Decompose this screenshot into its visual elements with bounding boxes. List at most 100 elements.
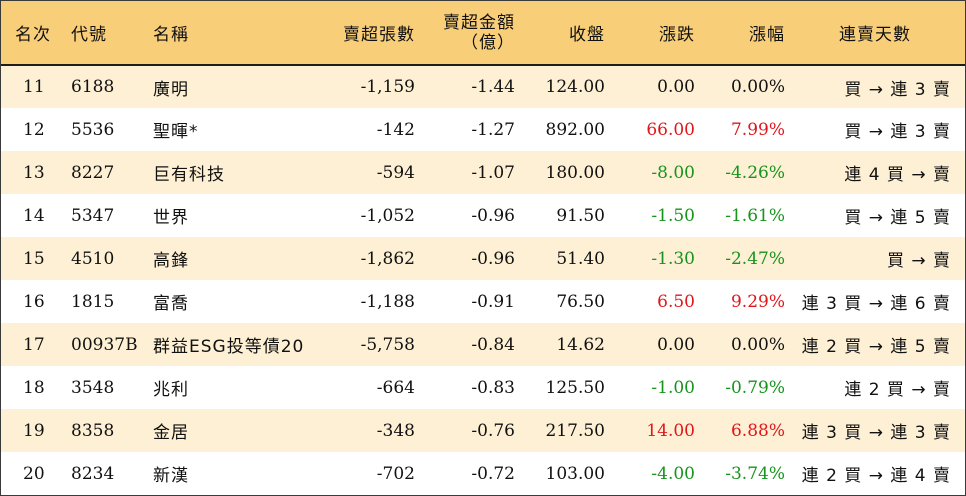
net-sell-lots-cell: -5,758 [360,334,415,355]
net-sell-amount-cell: -1.07 [471,162,515,183]
close-price-cell: 76.50 [556,291,605,312]
table-row: 11 6188 廣明 -1,159 -1.44 124.00 0.00 0.00% 買 → 連 … [1,65,965,108]
rank-cell: 20 [23,463,45,484]
change-pct-cell: 0.00% [730,77,785,97]
change-pct-cell: 6.88% [730,420,785,441]
change-pct-cell: 0.00% [730,334,785,355]
change-cell: 66.00 [646,119,695,140]
net-sell-lots-cell: -1,188 [360,291,415,312]
close-price-cell: 217.50 [545,420,605,441]
code-cell: 8234 [71,463,115,484]
change-cell: -8.00 [651,162,695,183]
code-cell: 1815 [71,291,115,312]
streak-cell: 買 → 連 5 賣 [844,208,951,228]
change-cell: 6.50 [657,291,695,312]
rank-cell: 16 [23,291,45,312]
header-name: 名稱 [153,25,189,45]
close-price-cell: 125.50 [545,377,605,398]
rank-cell: 15 [23,248,45,269]
close-price-cell: 91.50 [556,205,605,226]
net-sell-amount-cell: -1.44 [471,77,515,97]
streak-cell: 買 → 連 3 賣 [844,122,951,142]
change-cell: 14.00 [646,420,695,441]
change-pct-cell: -3.74% [725,463,785,484]
rank-cell: 18 [23,377,45,398]
header-net-sell-amount-line1: 賣超金額 [443,12,515,33]
name-cell: 聖暉* [153,122,199,142]
code-cell: 8227 [71,162,115,183]
net-sell-amount-cell: -0.84 [471,334,515,355]
header-code: 代號 [71,25,107,45]
close-price-cell: 124.00 [545,77,605,97]
code-cell: 8358 [71,420,115,441]
name-cell: 兆利 [153,380,189,400]
streak-cell: 連 2 買 → 連 5 賣 [801,337,951,357]
change-pct-cell: -4.26% [725,162,785,183]
name-cell: 廣明 [153,79,189,100]
change-pct-cell: -0.79% [725,377,785,398]
change-cell: -1.30 [651,248,695,269]
table-row: 13 8227 巨有科技 -594 -1.07 180.00 -8.00 -4.26% 連 4 … [1,151,965,194]
rank-cell: 17 [23,334,45,355]
change-pct-cell: -1.61% [725,205,785,226]
streak-cell: 連 2 買 → 賣 [844,380,951,400]
code-cell: 6188 [71,77,115,97]
close-price-cell: 14.62 [556,334,605,355]
streak-cell: 買 → 賣 [886,251,951,271]
close-price-cell: 892.00 [545,119,605,140]
close-price-cell: 51.40 [556,248,605,269]
name-cell: 高鋒 [153,251,189,271]
change-pct-cell: 9.29% [730,291,785,312]
change-cell: -1.50 [651,205,695,226]
net-sell-lots-cell: -664 [376,377,415,398]
rank-cell: 11 [23,77,45,97]
net-sell-lots-cell: -142 [376,119,415,140]
rank-cell: 12 [23,119,45,140]
streak-cell: 連 2 買 → 連 4 賣 [801,466,951,486]
name-cell: 巨有科技 [153,165,225,185]
table-row: 14 5347 世界 -1,052 -0.96 91.50 -1.50 -1.61% 買 → 連… [1,194,965,237]
net-sell-lots-cell: -1,052 [360,205,415,226]
header-streak: 連賣天數 [839,25,911,45]
header-row: 名次 代號 名稱 賣超張數 賣超金額 （億） 收盤 漲跌 漲幅 連賣天數 [1,1,965,65]
code-cell: 3548 [71,377,115,398]
change-pct-cell: 7.99% [730,119,785,140]
header-rank: 名次 [15,25,51,45]
header-change: 漲跌 [659,25,695,45]
code-cell: 4510 [71,248,115,269]
table-row: 19 8358 金居 -348 -0.76 217.50 14.00 6.88% 連 3 買 →… [1,409,965,452]
code-cell: 5347 [71,205,115,226]
table-row: 17 00937B 群益ESG投等債20 -5,758 -0.84 14.62 0.00 0.… [1,323,965,366]
net-sell-amount-cell: -1.27 [471,119,515,140]
net-sell-amount-cell: -0.96 [471,205,515,226]
streak-cell: 連 3 買 → 連 3 賣 [801,423,951,443]
header-net-sell-amount: 賣超金額 （億） [415,1,515,65]
rank-cell: 13 [23,162,45,183]
net-sell-amount-cell: -0.72 [471,463,515,484]
change-cell: -1.00 [651,377,695,398]
code-cell: 00937B [71,334,138,355]
net-sell-amount-cell: -0.76 [471,420,515,441]
name-cell: 金居 [153,423,189,443]
streak-cell: 連 3 買 → 連 6 賣 [801,294,951,314]
net-sell-amount-cell: -0.96 [471,248,515,269]
net-sell-lots-cell: -348 [376,420,415,441]
header-net-sell-lots: 賣超張數 [343,25,415,45]
net-sell-amount-cell: -0.91 [471,291,515,312]
table-row: 15 4510 高鋒 -1,862 -0.96 51.40 -1.30 -2.47% 買 → 賣 [1,237,965,280]
code-cell: 5536 [71,119,115,140]
change-cell: -4.00 [651,463,695,484]
rank-cell: 14 [23,205,45,226]
streak-cell: 買 → 連 3 賣 [844,79,951,100]
table-body: 11 6188 廣明 -1,159 -1.44 124.00 0.00 0.00% 買 → 連 … [1,65,965,495]
header-close: 收盤 [569,25,605,45]
change-cell: 0.00 [657,77,695,97]
close-price-cell: 103.00 [545,463,605,484]
net-sell-lots-cell: -702 [376,463,415,484]
table-row: 20 8234 新漢 -702 -0.72 103.00 -4.00 -3.74% 連 2 買 … [1,452,965,495]
name-cell: 世界 [153,208,189,228]
name-cell: 群益ESG投等債20 [153,337,305,357]
change-cell: 0.00 [657,334,695,355]
header-net-sell-amount-line2: （億） [461,32,515,53]
